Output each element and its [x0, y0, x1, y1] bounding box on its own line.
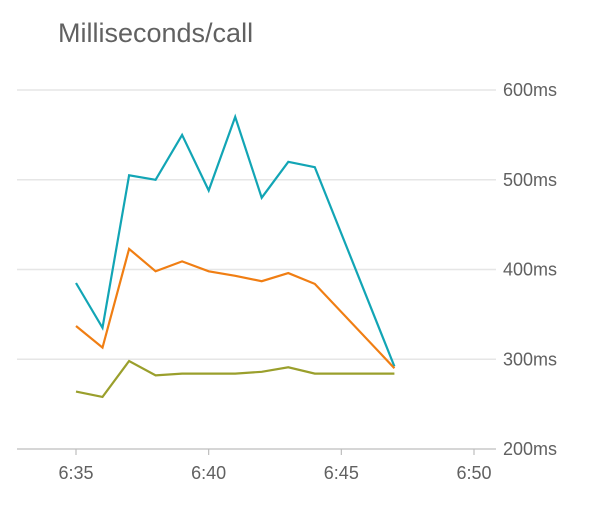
x-tick-label: 6:45 — [324, 463, 359, 483]
y-tick-label: 300ms — [503, 349, 557, 369]
y-axis-ticks: 200ms 300ms 400ms 500ms 600ms — [503, 80, 557, 459]
series-line-2 — [75, 246, 396, 369]
chart-title: Milliseconds/call — [58, 18, 254, 48]
x-axis-ticks: 6:35 6:40 6:45 6:50 — [58, 449, 492, 483]
x-tick-label: 6:50 — [456, 463, 491, 483]
x-tick-label: 6:35 — [58, 463, 93, 483]
y-tick-label: 200ms — [503, 439, 557, 459]
series-lines — [75, 113, 396, 399]
x-tick-label: 6:40 — [191, 463, 226, 483]
series-line-3 — [75, 359, 395, 399]
y-tick-label: 600ms — [503, 80, 557, 100]
series-line-1 — [75, 113, 396, 367]
y-tick-label: 500ms — [503, 170, 557, 190]
y-tick-label: 400ms — [503, 260, 557, 280]
